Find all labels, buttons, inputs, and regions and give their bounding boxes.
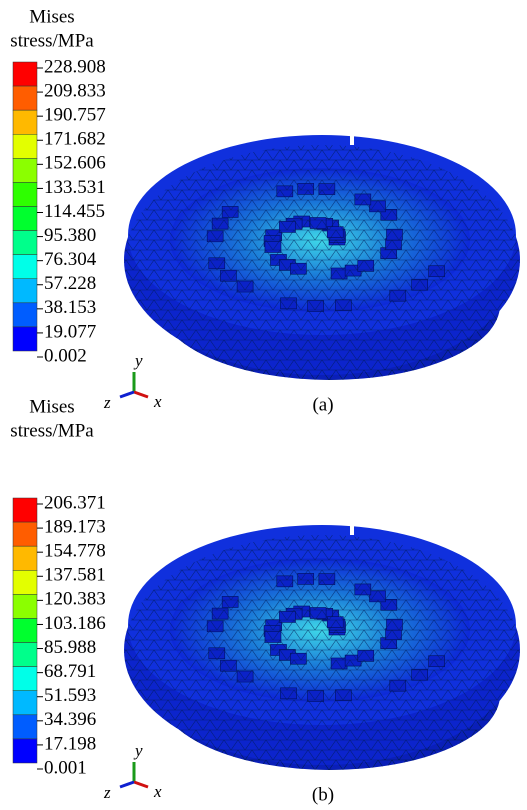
legend-label: 152.606 [44, 153, 106, 174]
colorbar-band [12, 642, 38, 667]
axis-arrow [133, 390, 149, 399]
legend-label: 51.593 [44, 685, 96, 706]
legend-label: 34.396 [44, 709, 96, 730]
legend-label: 206.371 [44, 492, 106, 513]
legend-label: 38.153 [44, 297, 96, 318]
legend-label: 76.304 [44, 249, 97, 270]
colorbar-band [12, 497, 38, 523]
axis-label: z [103, 783, 111, 802]
colorbar-band [12, 326, 38, 352]
colorbar-band [12, 230, 38, 255]
dish-mesh [124, 535, 520, 765]
colorbar-band [12, 254, 38, 280]
dish-notch [350, 523, 354, 535]
panel: Mises stress/MPa 206.371 189.173 154.778 137.… [10, 396, 520, 805]
axis-label: x [153, 392, 162, 411]
colorbar-band [12, 109, 38, 135]
colorbar-band [12, 690, 38, 716]
colorbar-band [12, 61, 38, 87]
legend-label: 19.077 [44, 321, 96, 342]
legend-label: 68.791 [44, 661, 96, 682]
colorbar-band [12, 521, 38, 547]
colorbar-band [12, 278, 38, 304]
legend-label: 0.001 [44, 757, 87, 778]
axis-arrow [133, 780, 149, 789]
legend-label: 190.757 [44, 105, 106, 126]
colorbar-band [12, 594, 38, 619]
legend-label: 120.383 [44, 589, 106, 610]
legend-label: 171.682 [44, 129, 106, 150]
legend-label: 114.455 [44, 201, 105, 222]
legend-title: stress/MPa [10, 420, 94, 441]
colorbar-band [12, 618, 38, 643]
colorbar-band [12, 134, 38, 159]
colorbar-band [12, 738, 38, 764]
axis-label: y [133, 741, 143, 760]
colorbar-band [12, 85, 38, 111]
colorbar-band [12, 302, 38, 328]
axis-label: z [103, 393, 111, 412]
legend-label: 17.198 [44, 733, 96, 754]
panel: Mises stress/MPa 228.908 209.833 190.757 171.… [10, 6, 520, 415]
colorbar-band [12, 545, 38, 571]
legend-label: 0.002 [44, 345, 87, 366]
legend-label: 133.531 [44, 177, 106, 198]
axis-arrow [119, 390, 135, 399]
legend-label: 228.908 [44, 56, 106, 77]
caption: (b) [312, 784, 334, 805]
legend-label: 103.186 [44, 613, 106, 634]
legend-title: Mises [29, 396, 74, 417]
colorbar-band [12, 570, 38, 595]
dish-mesh [124, 145, 520, 375]
colorbar-band [12, 666, 38, 691]
legend-label: 137.581 [44, 565, 106, 586]
legend-title: stress/MPa [10, 30, 94, 51]
axis-label: x [153, 782, 162, 801]
colorbar-band [12, 182, 38, 207]
axis-label: y [133, 351, 143, 370]
legend-label: 154.778 [44, 541, 106, 562]
legend-label: 85.988 [44, 637, 96, 658]
caption: (a) [312, 394, 333, 415]
legend-title: Mises [29, 6, 74, 27]
colorbar-band [12, 158, 38, 183]
legend-label: 189.173 [44, 516, 106, 537]
legend-label: 95.380 [44, 225, 96, 246]
colorbar-band [12, 714, 38, 740]
legend-label: 209.833 [44, 80, 106, 101]
axis-arrow [119, 780, 135, 789]
legend-label: 57.228 [44, 273, 96, 294]
colorbar-band [12, 206, 38, 231]
dish-notch [350, 133, 354, 145]
